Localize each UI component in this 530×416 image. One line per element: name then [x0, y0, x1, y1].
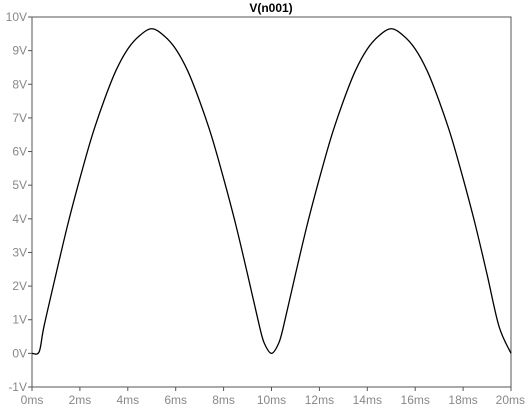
y-tick-label: 7V: [12, 111, 27, 125]
x-tick-label: 10ms: [257, 393, 286, 407]
y-tick-label: 0V: [12, 346, 27, 360]
x-tick-label: 2ms: [69, 393, 92, 407]
series-line[interactable]: [31, 28, 512, 355]
y-tick-label: 2V: [12, 279, 27, 293]
x-tick-label: 0ms: [21, 393, 44, 407]
x-tick-label: 20ms: [496, 393, 525, 407]
y-tick-label: 3V: [12, 245, 27, 259]
x-tick-label: 16ms: [401, 393, 430, 407]
x-axis: 0ms 2ms 4ms 6ms 8ms 10ms 12ms 14ms 16ms 18ms 20ms: [21, 387, 525, 407]
series-layer: [31, 28, 512, 355]
y-tick-label: 6V: [12, 145, 27, 159]
y-tick-label: 4V: [12, 212, 27, 226]
x-tick-label: 6ms: [164, 393, 187, 407]
y-tick-label: -1V: [8, 380, 27, 394]
x-tick-label: 4ms: [116, 393, 139, 407]
chart-title: V(n001): [249, 1, 292, 15]
y-tick-label: 5V: [12, 178, 27, 192]
y-tick-label: 8V: [12, 77, 27, 91]
x-tick-label: 8ms: [212, 393, 235, 407]
x-tick-label: 14ms: [353, 393, 382, 407]
y-tick-label: 10V: [6, 10, 27, 24]
x-tick-label: 18ms: [448, 393, 477, 407]
y-tick-label: 9V: [12, 44, 27, 58]
plot-area[interactable]: [31, 16, 512, 388]
y-axis: -1V 0V 1V 2V 3V 4V 5V 6V 7V 8V 9V 10V: [6, 10, 32, 394]
x-tick-label: 12ms: [305, 393, 334, 407]
y-tick-label: 1V: [12, 313, 27, 327]
